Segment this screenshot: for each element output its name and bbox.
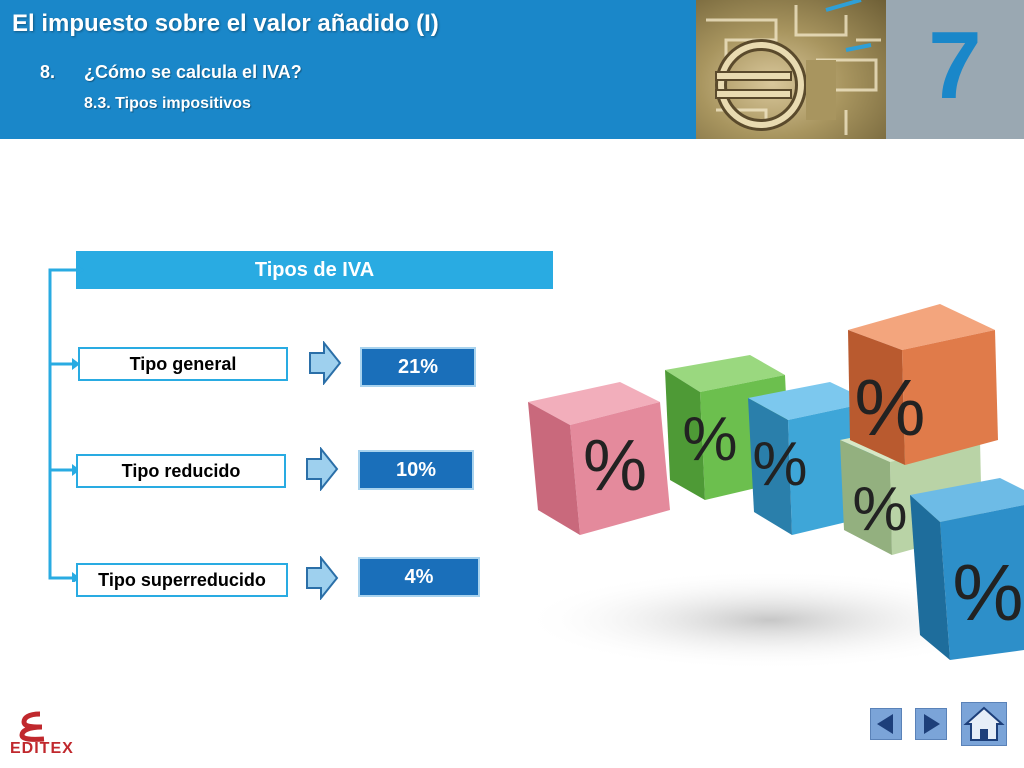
cube-percent-label: % bbox=[752, 430, 807, 499]
next-button[interactable] bbox=[915, 708, 947, 740]
editex-logo-text: EDITEX bbox=[10, 740, 74, 757]
cube-percent-label: % bbox=[583, 426, 647, 506]
rate-box-general: 21% bbox=[360, 347, 476, 387]
editex-logo-icon bbox=[19, 711, 45, 742]
triangle-left-icon bbox=[877, 714, 893, 734]
euro-maze-image bbox=[696, 0, 886, 139]
section-heading: 8. ¿Cómo se calcula el IVA? bbox=[40, 62, 302, 83]
section-number: 8. bbox=[40, 62, 56, 82]
triangle-right-icon bbox=[924, 714, 940, 734]
type-box-general: Tipo general bbox=[78, 347, 288, 381]
percent-cubes-illustration: % % % % % % bbox=[520, 304, 1024, 670]
arrow-right-icon bbox=[306, 447, 339, 491]
front-blue-cube: % bbox=[910, 478, 1024, 660]
type-box-superreduced: Tipo superreducido bbox=[76, 563, 288, 597]
unit-number-box: 7 bbox=[886, 0, 1024, 139]
arrow-right-icon bbox=[309, 341, 342, 385]
rate-box-reduced: 10% bbox=[358, 450, 474, 490]
pink-cube: % bbox=[528, 382, 670, 535]
cube-percent-label: % bbox=[952, 548, 1023, 637]
previous-button[interactable] bbox=[870, 708, 902, 740]
diagram-bracket bbox=[48, 264, 84, 582]
section-title: ¿Cómo se calcula el IVA? bbox=[84, 62, 302, 82]
cube-percent-label: % bbox=[682, 405, 737, 474]
type-box-reduced: Tipo reducido bbox=[76, 454, 286, 488]
arrow-right-icon bbox=[306, 556, 339, 600]
cube-percent-label: % bbox=[854, 363, 925, 452]
subsection-heading: 8.3. Tipos impositivos bbox=[84, 95, 251, 112]
rate-box-superreduced: 4% bbox=[358, 557, 480, 597]
cube-percent-label: % bbox=[852, 475, 907, 544]
maze-illustration bbox=[706, 0, 881, 135]
home-button[interactable] bbox=[961, 702, 1007, 746]
unit-number: 7 bbox=[928, 12, 982, 119]
page-title: El impuesto sobre el valor añadido (I) bbox=[12, 10, 439, 37]
home-icon bbox=[963, 706, 1005, 741]
diagram-title: Tipos de IVA bbox=[76, 251, 553, 289]
orange-cube: % bbox=[848, 304, 998, 465]
